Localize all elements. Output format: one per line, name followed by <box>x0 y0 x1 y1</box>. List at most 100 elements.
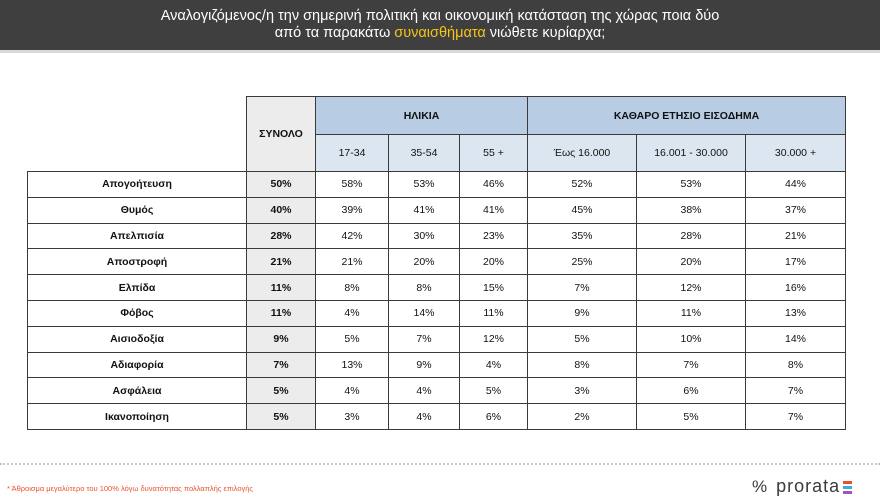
question-line-2: από τα παρακάτω συναισθήματα νιώθετε κυρ… <box>0 25 880 42</box>
table-cell: 38% <box>636 196 746 224</box>
table-cell: 16% <box>745 274 846 301</box>
row-total: 28% <box>246 222 316 250</box>
table-row: Φόβος 11% 4% 14% 11% 9% 11% 13% <box>27 299 846 327</box>
question-line-2-pre: από τα παρακάτω <box>274 25 395 41</box>
table-cell: 35% <box>527 222 637 250</box>
table-cell: 44% <box>745 171 846 198</box>
table-cell: 11% <box>459 299 528 327</box>
table-cell: 20% <box>388 248 460 276</box>
income-col-header: 30.000 + <box>745 134 846 172</box>
table-cell: 3% <box>527 377 637 405</box>
table-cell: 17% <box>745 248 846 276</box>
row-total: 5% <box>246 377 316 405</box>
prorata-logo: % prorata <box>752 476 853 497</box>
row-total: 21% <box>246 248 316 276</box>
table-cell: 20% <box>636 248 746 276</box>
table-cell: 42% <box>315 222 389 250</box>
table-cell: 21% <box>315 248 389 276</box>
footnote: * Άθροισμα μεγαλύτερο του 100% λόγω δυνα… <box>7 484 254 493</box>
table-cell: 8% <box>388 274 460 301</box>
table-cell: 7% <box>527 274 637 301</box>
table-cell: 14% <box>388 299 460 327</box>
table-row: Ικανοποίηση 5% 3% 4% 6% 2% 5% 7% <box>27 403 846 430</box>
footer-divider <box>0 463 880 465</box>
header-separator <box>0 50 880 53</box>
table-cell: 9% <box>388 351 460 379</box>
table-cell: 10% <box>636 325 746 353</box>
table-cell: 46% <box>459 171 528 198</box>
table-cell: 37% <box>745 196 846 224</box>
table-row: Ασφάλεια 5% 4% 4% 5% 3% 6% 7% <box>27 377 846 405</box>
age-col-header: 35-54 <box>388 134 460 172</box>
table-row: Αδιαφορία 7% 13% 9% 4% 8% 7% 8% <box>27 351 846 379</box>
table-cell: 52% <box>527 171 637 198</box>
row-label: Ασφάλεια <box>27 377 247 405</box>
question-line-1: Αναλογιζόμενος/η την σημερινή πολιτική κ… <box>160 8 720 24</box>
table-cell: 5% <box>459 377 528 405</box>
table-cell: 13% <box>745 299 846 327</box>
table-cell: 2% <box>527 403 637 430</box>
subheader-row: 17-34 35-54 55 + Έως 16.000 16.001 - 30.000 3… <box>28 134 846 172</box>
table-body: Απογοήτευση 50% 58% 53% 46% 52% 53% 44% Θυμός 40%… <box>27 171 846 430</box>
table-row: Απογοήτευση 50% 58% 53% 46% 52% 53% 44% <box>27 171 846 198</box>
table-cell: 5% <box>315 325 389 353</box>
brand-name: prorata <box>776 476 841 496</box>
table-cell: 7% <box>636 351 746 379</box>
row-label: Θυμός <box>27 196 247 224</box>
age-col-header: 55 + <box>459 134 528 172</box>
row-total: 9% <box>246 325 316 353</box>
row-total: 5% <box>246 403 316 430</box>
table-row: Απελπισία 28% 42% 30% 23% 35% 28% 21% <box>27 222 846 250</box>
table-cell: 3% <box>315 403 389 430</box>
age-group-header: ΗΛΙΚΙΑ <box>315 96 528 135</box>
row-label: Φόβος <box>27 299 247 327</box>
row-total: 11% <box>246 299 316 327</box>
row-label: Αισιοδοξία <box>27 325 247 353</box>
income-col-header: 16.001 - 30.000 <box>636 134 746 172</box>
table-cell: 41% <box>459 196 528 224</box>
brand-bars-icon <box>843 479 853 496</box>
table-cell: 7% <box>745 377 846 405</box>
question-highlight: συναισθήματα <box>394 25 486 41</box>
question-line-2-post: νιώθετε κυρίαρχα; <box>485 25 606 41</box>
row-label: Αποστροφή <box>27 248 247 276</box>
table-cell: 21% <box>745 222 846 250</box>
table-row: Ελπίδα 11% 8% 8% 15% 7% 12% 16% <box>27 274 846 301</box>
total-column-header: ΣΥΝΟΛΟ <box>246 96 316 172</box>
percent-mark-icon: % <box>752 477 769 496</box>
income-group-header: ΚΑΘΑΡΟ ΕΤΗΣΙΟ ΕΙΣΟΔΗΜΑ <box>527 96 846 135</box>
row-total: 7% <box>246 351 316 379</box>
table-corner <box>28 97 247 172</box>
table-cell: 9% <box>527 299 637 327</box>
table-cell: 11% <box>636 299 746 327</box>
table-cell: 7% <box>388 325 460 353</box>
row-label: Απογοήτευση <box>27 171 247 198</box>
table-cell: 4% <box>315 377 389 405</box>
table-cell: 13% <box>315 351 389 379</box>
table-cell: 8% <box>745 351 846 379</box>
table-cell: 4% <box>315 299 389 327</box>
table-cell: 8% <box>315 274 389 301</box>
table-cell: 53% <box>636 171 746 198</box>
table-cell: 5% <box>636 403 746 430</box>
table-cell: 5% <box>527 325 637 353</box>
table-cell: 4% <box>459 351 528 379</box>
table-cell: 45% <box>527 196 637 224</box>
table-cell: 12% <box>636 274 746 301</box>
table-cell: 28% <box>636 222 746 250</box>
table-cell: 4% <box>388 403 460 430</box>
results-table: ΣΥΝΟΛΟ ΗΛΙΚΙΑ ΚΑΘΑΡΟ ΕΤΗΣΙΟ ΕΙΣΟΔΗΜΑ 17-… <box>27 96 846 430</box>
table-cell: 4% <box>388 377 460 405</box>
table-row: Θυμός 40% 39% 41% 41% 45% 38% 37% <box>27 196 846 224</box>
table-row: Αποστροφή 21% 21% 20% 20% 25% 20% 17% <box>27 248 846 276</box>
table-cell: 8% <box>527 351 637 379</box>
table-cell: 39% <box>315 196 389 224</box>
age-col-header: 17-34 <box>315 134 389 172</box>
question-header: Αναλογιζόμενος/η την σημερινή πολιτική κ… <box>0 0 880 50</box>
table-cell: 30% <box>388 222 460 250</box>
table-cell: 53% <box>388 171 460 198</box>
table-cell: 12% <box>459 325 528 353</box>
table-cell: 15% <box>459 274 528 301</box>
table-row: Αισιοδοξία 9% 5% 7% 12% 5% 10% 14% <box>27 325 846 353</box>
table-cell: 23% <box>459 222 528 250</box>
